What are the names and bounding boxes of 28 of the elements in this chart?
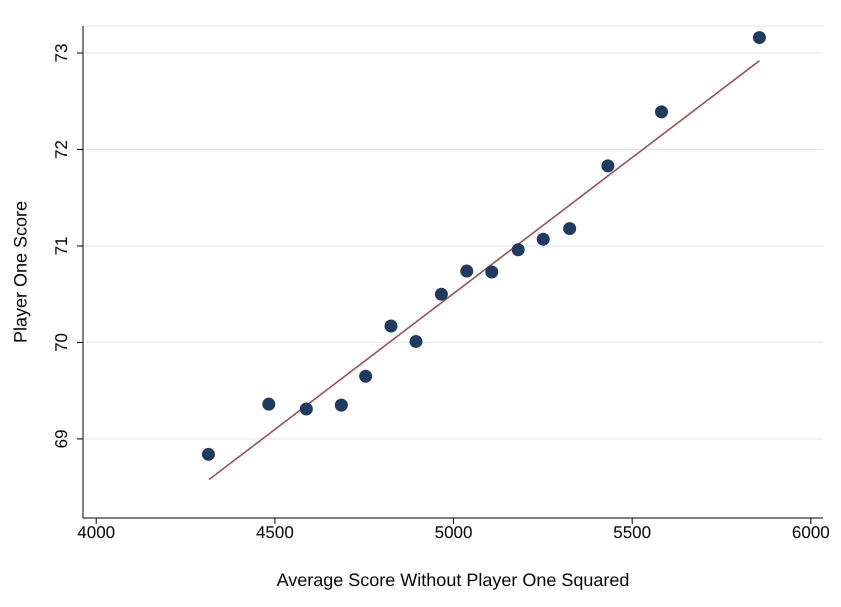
point xyxy=(334,398,348,412)
y-tick-label: 73 xyxy=(52,44,71,62)
y-tick-label: 70 xyxy=(52,332,71,352)
y-tick-label: 71 xyxy=(52,236,71,256)
y-axis-title: Player One Score xyxy=(10,200,30,344)
point xyxy=(202,448,215,461)
point xyxy=(460,264,474,278)
point xyxy=(410,334,423,348)
y-tick-label: 72 xyxy=(52,140,71,159)
point xyxy=(601,159,614,172)
x-tick-label: 4000 xyxy=(77,523,116,542)
point xyxy=(300,402,313,416)
point xyxy=(262,398,276,411)
point xyxy=(512,243,525,256)
x-tick-label: 4500 xyxy=(256,523,294,542)
point xyxy=(536,232,550,246)
point xyxy=(384,320,398,333)
y-tick-label: 69 xyxy=(52,429,71,448)
x-axis-title: Average Score Without Player One Squared xyxy=(276,570,630,590)
point xyxy=(752,31,766,44)
point xyxy=(654,105,668,118)
point xyxy=(359,370,372,383)
point xyxy=(485,266,498,278)
x-tick-label: 5000 xyxy=(434,523,472,542)
point xyxy=(563,222,576,236)
point xyxy=(434,288,448,301)
x-tick-label: 6000 xyxy=(792,523,830,542)
x-tick-label: 5500 xyxy=(613,523,652,542)
